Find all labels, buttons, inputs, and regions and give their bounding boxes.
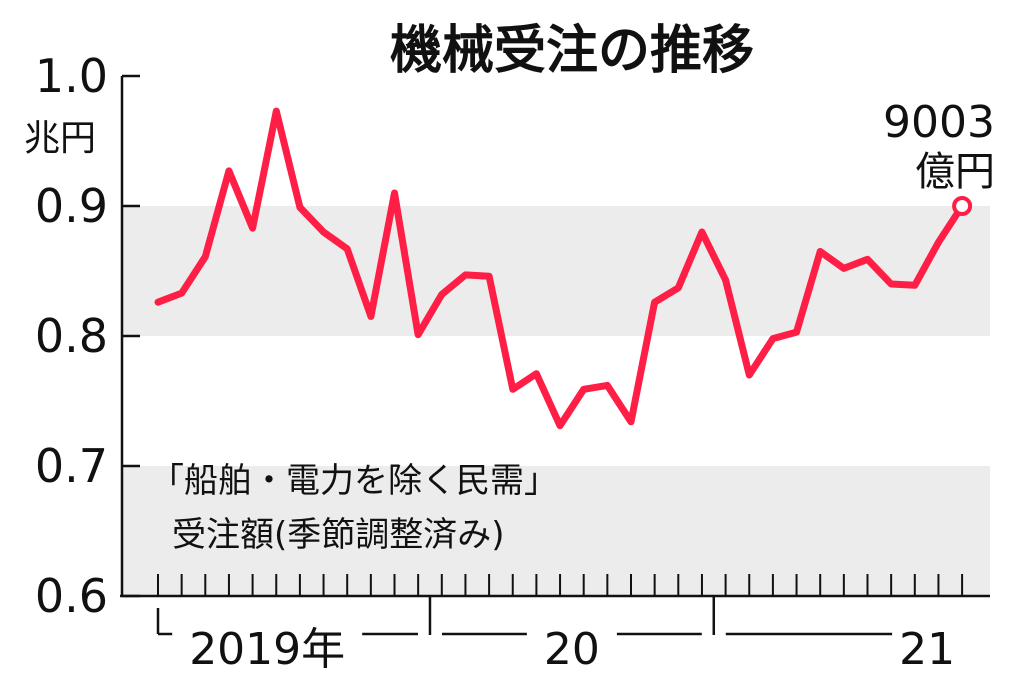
series-line [154,107,966,430]
last-point-unit-label: 億円 [915,149,995,195]
annotation-line-1: 「船舶・電力を除く民需」 [150,461,558,501]
y-tick-labels: 0.6 0.7 0.8 0.9 1.0 [35,49,108,623]
chart-title: 機械受注の推移 [390,21,754,81]
year-label: 2019年 [189,624,345,675]
last-point-value-label: 9003 [883,97,995,148]
last-point-marker [952,196,973,216]
year-label: 20 [544,624,600,675]
year-brackets: 2019年 20 21 [156,596,955,675]
series [154,107,973,430]
y-tick-label: 0.8 [35,309,108,363]
y-tick-label: 1.0 [35,49,108,103]
y-tick-label: 0.7 [35,439,108,493]
axes [120,74,990,598]
y-tick-label: 0.9 [35,179,108,233]
annotation-line-2: 受注額(季節調整済み) [172,515,505,555]
y-tick-label: 0.6 [35,569,108,623]
year-label: 21 [899,624,955,675]
y-axis-unit: 兆円 [24,118,96,159]
x-ticks [157,574,964,596]
shaded-band [122,466,990,596]
